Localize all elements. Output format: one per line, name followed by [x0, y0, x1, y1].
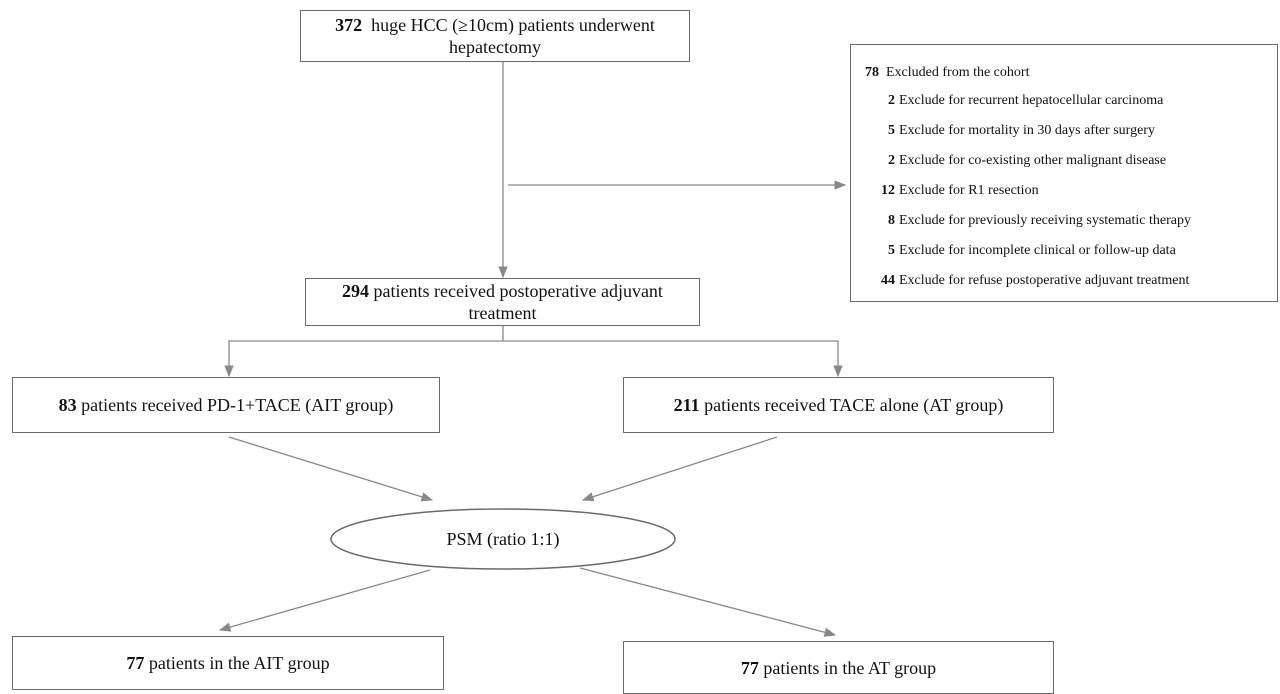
label: Exclude for previously receiving systema…: [899, 213, 1191, 228]
exclusion-reason: 5 Exclude for incomplete clinical or foll…: [865, 243, 1176, 259]
label: Excluded from the cohort: [886, 65, 1030, 80]
label: PSM (ratio 1:1): [446, 528, 560, 549]
exclusion-header: 78 Excluded from the cohort: [865, 65, 1029, 81]
label: Exclude for R1 resection: [899, 183, 1039, 198]
count: 12: [881, 183, 895, 198]
arrow: [218, 569, 431, 632]
count: 2: [888, 153, 895, 168]
count: 211: [673, 395, 700, 415]
exclusion-reason: 2 Exclude for co-existing other malignant…: [865, 153, 1166, 169]
label: Exclude for incomplete clinical or follo…: [899, 243, 1176, 258]
label: Exclude for refuse postoperative adjuvan…: [899, 273, 1190, 288]
exclusion-reason: 8 Exclude for previously receiving system…: [865, 213, 1191, 229]
count: 5: [888, 243, 895, 258]
label: patients received PD-1+TACE (AIT group): [81, 395, 394, 415]
arrow: [581, 436, 778, 502]
label: patients in the AT group: [763, 657, 937, 678]
node: 77 patients in the AT group: [623, 641, 1054, 694]
arrow: [228, 436, 434, 502]
node: 211 patients received TACE alone (AT gro…: [623, 377, 1054, 433]
node: 294 patients received postoperative adju…: [305, 278, 700, 326]
count: 83: [58, 395, 77, 415]
node: 83 patients received PD-1+TACE (AIT grou…: [12, 377, 440, 433]
psm-ellipse: [330, 508, 676, 570]
node: PSM (ratio 1:1): [331, 509, 675, 569]
node: 372 huge HCC (≥10cm) patients underwent …: [300, 10, 690, 62]
exclusion-reason: 2 Exclude for recurrent hepatocellular ca…: [865, 93, 1163, 109]
node: 77 patients in the AIT group: [12, 636, 444, 690]
arrow: [228, 340, 839, 375]
label: patients received postoperative adjuvant…: [373, 281, 663, 323]
count: 77: [126, 653, 145, 673]
label: Exclude for recurrent hepatocellular car…: [899, 93, 1164, 108]
exclusion-box: 78 Excluded from the cohort 2 Exclude for…: [850, 44, 1278, 302]
count: 77: [740, 657, 759, 678]
label: Exclude for co-existing other malignant …: [899, 153, 1167, 168]
label: huge HCC (≥10cm) patients underwent hepa…: [371, 15, 655, 57]
count: 372: [335, 15, 363, 35]
count: 78: [865, 65, 879, 80]
arrow: [579, 567, 837, 637]
exclusion-reason: 44 Exclude for refuse postoperative adjuv…: [865, 273, 1189, 289]
exclusion-reason: 5 Exclude for mortality in 30 days after …: [865, 123, 1155, 139]
count: 294: [342, 281, 370, 301]
exclusion-reason: 12 Exclude for R1 resection: [865, 183, 1039, 199]
label: patients received TACE alone (AT group): [704, 395, 1004, 415]
count: 5: [888, 123, 895, 138]
count: 44: [881, 273, 895, 288]
label: Exclude for mortality in 30 days after s…: [899, 123, 1155, 138]
label: patients in the AIT group: [148, 653, 330, 673]
count: 2: [888, 93, 895, 108]
count: 8: [888, 213, 895, 228]
